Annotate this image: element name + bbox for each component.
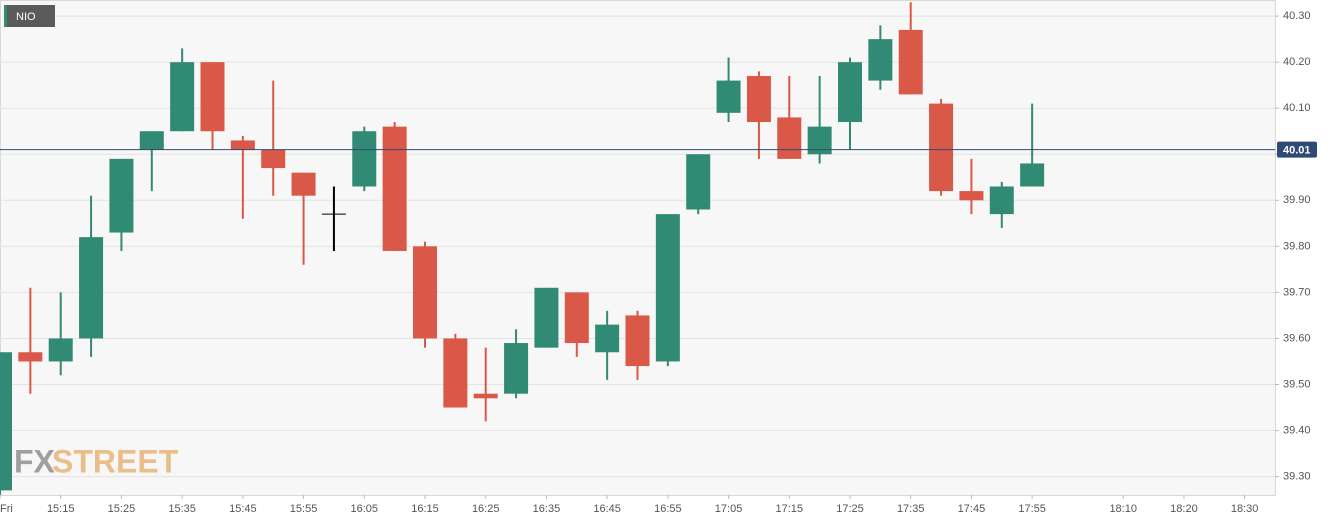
price-label: 40.01: [1283, 145, 1311, 157]
x-tick-label: 18:30: [1231, 503, 1259, 515]
x-tick-label: 15:55: [290, 503, 318, 515]
candle-body: [200, 62, 225, 132]
x-tick-label: 15:45: [229, 503, 257, 515]
y-tick-label: 40.20: [1283, 56, 1311, 68]
x-tick-label: 16:05: [351, 503, 379, 515]
candle-body: [109, 158, 134, 233]
candle-body: [79, 237, 104, 339]
candle-body: [139, 131, 164, 150]
watermark: FX STREET: [14, 443, 179, 479]
x-tick-label: 17:35: [897, 503, 925, 515]
candle-body: [838, 62, 862, 123]
x-tick-label: 17:25: [836, 503, 864, 515]
x-tick-label: 15:15: [47, 503, 75, 515]
x-tick-label: 18:20: [1170, 503, 1198, 515]
candle-body: [595, 324, 620, 353]
x-tick-label: 15:35: [168, 503, 196, 515]
watermark-street: STREET: [52, 443, 179, 479]
candle-body: [230, 140, 255, 150]
y-tick-label: 39.60: [1283, 332, 1311, 344]
candle-body: [746, 75, 771, 123]
legend-box: [4, 5, 55, 27]
legend-label: NIO: [16, 11, 36, 23]
watermark-fx: FX: [14, 443, 56, 479]
candles: [0, 2, 1045, 495]
x-tick-label: 17:45: [958, 503, 986, 515]
candle-body: [413, 246, 437, 339]
candle-body: [655, 214, 680, 362]
y-tick-label: 39.80: [1283, 240, 1311, 252]
candle-body: [534, 287, 559, 348]
candle-body: [564, 292, 589, 344]
candle-body: [868, 39, 893, 81]
x-tick-label: 16:25: [472, 503, 500, 515]
candle-body: [0, 352, 12, 491]
candle-body: [504, 343, 529, 394]
y-tick-label: 39.50: [1283, 378, 1311, 390]
y-tick-label: 39.90: [1283, 194, 1311, 206]
x-tick-label: 16:15: [411, 503, 439, 515]
x-tick-label: 16:35: [533, 503, 561, 515]
x-tick-label: 17:05: [715, 503, 743, 515]
candle-body: [716, 80, 741, 113]
x-tick-label: Fri: [0, 503, 13, 515]
candle-body: [291, 172, 316, 196]
y-tick-label: 40.30: [1283, 10, 1311, 22]
candle-body: [18, 352, 43, 362]
legend-swatch: [4, 5, 7, 27]
candle-body: [777, 117, 802, 159]
x-tick-label: 17:55: [1018, 503, 1046, 515]
candle-body: [989, 186, 1014, 215]
y-tick-label: 39.40: [1283, 424, 1311, 436]
candle-body: [473, 393, 498, 399]
y-tick-label: 39.30: [1283, 470, 1311, 482]
candle-body: [382, 126, 407, 251]
x-tick-label: 18:10: [1109, 503, 1137, 515]
candle-body: [443, 338, 468, 408]
candle-body: [686, 154, 711, 210]
y-tick-label: 40.10: [1283, 102, 1311, 114]
price-label-box: [1277, 141, 1317, 158]
x-tick-label: 16:55: [654, 503, 682, 515]
candle-body: [170, 62, 195, 132]
candle-body: [352, 131, 377, 187]
candle-body: [959, 191, 984, 201]
candle-body: [261, 149, 286, 169]
candle-body: [48, 338, 73, 362]
candle-body: [898, 29, 923, 95]
candle-body: [625, 315, 650, 367]
candle-body: [929, 103, 954, 192]
x-tick-label: 17:15: [776, 503, 804, 515]
candle-body: [1020, 163, 1045, 187]
x-tick-label: 16:45: [593, 503, 621, 515]
x-tick-label: 15:25: [108, 503, 136, 515]
y-tick-label: 39.70: [1283, 286, 1311, 298]
